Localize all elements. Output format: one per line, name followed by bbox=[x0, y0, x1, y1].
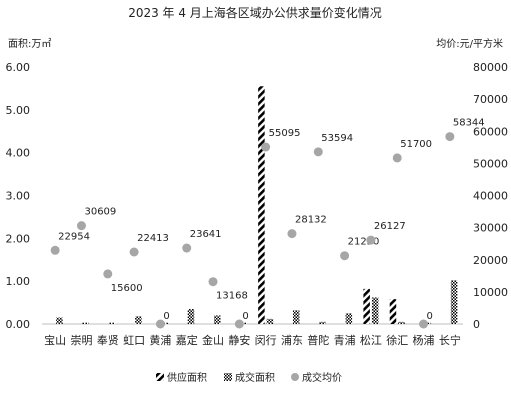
y-left-tick: 6.00 bbox=[6, 61, 31, 74]
price-data-label: 0 bbox=[427, 311, 433, 322]
legend-label: 供应面积 bbox=[167, 371, 207, 384]
price-point bbox=[182, 243, 192, 253]
x-tick-label: 徐汇 bbox=[386, 333, 408, 347]
price-point bbox=[366, 235, 376, 245]
price-point bbox=[103, 269, 113, 279]
x-tick-label: 闵行 bbox=[255, 333, 277, 347]
deal-bar bbox=[214, 315, 221, 324]
supply-bar bbox=[363, 288, 370, 324]
x-tick-label: 杨浦 bbox=[413, 333, 435, 347]
points-group: 22954 30609 15600 22413 0 23641 13168 0 55095 281… bbox=[50, 118, 485, 329]
y-right-tick: 20000 bbox=[473, 254, 508, 267]
x-tick-label: 松江 bbox=[360, 333, 382, 347]
deal-bar bbox=[345, 313, 353, 324]
y-left-tick-labels: 0.00 1.00 2.00 3.00 4.00 5.00 6.00 bbox=[6, 61, 31, 331]
deal-bar bbox=[108, 322, 116, 324]
deal-bar bbox=[56, 317, 63, 324]
x-tick-label: 黄浦 bbox=[149, 333, 171, 347]
legend-label: 成交面积 bbox=[235, 371, 275, 384]
legend-swatch-price bbox=[291, 373, 299, 381]
price-data-label: 53594 bbox=[321, 133, 353, 144]
y-right-axis-label: 均价:元/平方米 bbox=[436, 37, 503, 50]
y-left-tick: 0.00 bbox=[6, 318, 31, 331]
legend-label: 成交均价 bbox=[302, 371, 342, 384]
y-left-axis-label: 面积:万㎡ bbox=[8, 38, 51, 50]
price-data-label: 13168 bbox=[216, 291, 248, 302]
deal-bar bbox=[319, 321, 326, 324]
deal-bar bbox=[187, 309, 195, 324]
price-data-label: 22413 bbox=[137, 233, 169, 244]
price-data-label: 58344 bbox=[453, 118, 485, 129]
supply-bar bbox=[389, 299, 397, 324]
chart-title: 2023 年 4 月上海各区域办公供求量价变化情况 bbox=[128, 5, 382, 20]
deal-bar bbox=[82, 322, 89, 324]
price-point bbox=[234, 319, 244, 329]
y-left-tick: 3.00 bbox=[6, 190, 31, 203]
y-right-tick: 10000 bbox=[473, 286, 508, 299]
price-point bbox=[392, 153, 402, 163]
price-data-label: 21250 bbox=[348, 237, 380, 248]
price-point bbox=[419, 319, 429, 329]
x-tick-label: 嘉定 bbox=[176, 333, 198, 347]
y-left-tick: 2.00 bbox=[6, 232, 31, 245]
x-tick-label: 浦东 bbox=[281, 334, 303, 347]
y-left-tick: 4.00 bbox=[6, 147, 31, 160]
deal-bar bbox=[398, 321, 405, 324]
x-tick-label: 奉贤 bbox=[97, 333, 119, 347]
legend: 供应面积 成交面积 成交均价 bbox=[156, 371, 342, 384]
y-left-tick: 5.00 bbox=[6, 104, 31, 117]
x-tick-label: 青浦 bbox=[334, 334, 356, 347]
price-point bbox=[155, 319, 165, 329]
legend-swatch-deal bbox=[224, 373, 232, 381]
price-data-label: 23641 bbox=[190, 229, 222, 240]
x-tick-label: 崇明 bbox=[70, 334, 92, 347]
price-point bbox=[129, 247, 139, 257]
x-tick-label: 静安 bbox=[228, 333, 250, 347]
supply-bar bbox=[258, 86, 265, 325]
price-data-label: 22954 bbox=[58, 231, 90, 242]
price-data-label: 0 bbox=[242, 311, 248, 322]
y-left-tick: 1.00 bbox=[6, 275, 31, 288]
x-tick-label: 宝山 bbox=[44, 333, 66, 347]
price-data-label: 26127 bbox=[374, 221, 406, 232]
price-data-label: 15600 bbox=[111, 283, 143, 294]
price-point bbox=[313, 147, 323, 157]
y-right-tick-labels: 0 10000 20000 30000 40000 50000 60000 70000 8000… bbox=[473, 61, 508, 331]
price-data-label: 0 bbox=[163, 311, 169, 322]
legend-swatch-supply bbox=[156, 373, 164, 381]
x-tick-label: 金山 bbox=[202, 333, 224, 347]
price-data-label: 30609 bbox=[84, 207, 116, 218]
price-point bbox=[445, 132, 455, 142]
deal-bar bbox=[292, 310, 300, 324]
price-data-label: 55095 bbox=[269, 128, 301, 139]
x-tick-labels: 宝山 崇明 奉贤 虹口 黄浦 嘉定 金山 静安 闵行 浦东 普陀 青浦 松江 徐汇 杨浦 长宁 bbox=[44, 333, 461, 347]
y-right-tick: 0 bbox=[473, 318, 480, 331]
price-point bbox=[287, 229, 297, 239]
price-point bbox=[76, 221, 86, 231]
deal-bar bbox=[135, 316, 142, 324]
y-right-tick: 40000 bbox=[473, 190, 508, 203]
deal-bar bbox=[266, 318, 274, 324]
x-tick-label: 普陀 bbox=[307, 333, 329, 347]
y-right-tick: 80000 bbox=[473, 61, 508, 74]
y-right-tick: 60000 bbox=[473, 125, 508, 138]
price-point bbox=[208, 277, 218, 287]
price-data-label: 28132 bbox=[295, 215, 327, 226]
x-tick-label: 虹口 bbox=[123, 334, 145, 347]
price-data-label: 51700 bbox=[400, 139, 432, 150]
x-tick-label: 长宁 bbox=[439, 333, 461, 347]
y-right-tick: 50000 bbox=[473, 157, 508, 170]
price-point bbox=[340, 251, 350, 261]
price-point bbox=[50, 245, 60, 255]
price-point bbox=[261, 142, 271, 152]
deal-bar bbox=[371, 297, 379, 324]
deal-bar bbox=[450, 280, 458, 324]
y-right-tick: 70000 bbox=[473, 93, 508, 106]
y-right-tick: 30000 bbox=[473, 222, 508, 235]
